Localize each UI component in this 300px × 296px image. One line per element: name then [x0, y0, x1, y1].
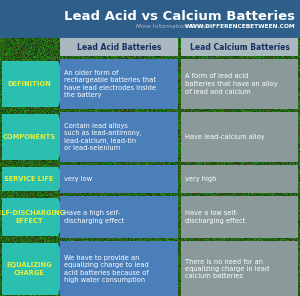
FancyBboxPatch shape — [181, 38, 298, 56]
Text: Have a high self-
discharging effect: Have a high self- discharging effect — [64, 210, 124, 224]
FancyBboxPatch shape — [181, 165, 298, 193]
Polygon shape — [2, 61, 66, 107]
Text: EQUALIZING
CHARGE: EQUALIZING CHARGE — [6, 262, 52, 276]
Text: SERVICE LIFE: SERVICE LIFE — [4, 176, 54, 182]
Text: DEFINITION: DEFINITION — [7, 81, 51, 87]
FancyBboxPatch shape — [0, 0, 300, 38]
Text: Lead Acid vs Calcium Batteries: Lead Acid vs Calcium Batteries — [64, 10, 295, 23]
Text: Have a low self-
discharging effect: Have a low self- discharging effect — [185, 210, 245, 224]
Polygon shape — [2, 167, 66, 191]
Text: A form of lead acid
batteries that have an alloy
of lead and calcium: A form of lead acid batteries that have … — [185, 73, 278, 94]
FancyBboxPatch shape — [60, 241, 178, 296]
Text: very high: very high — [185, 176, 216, 182]
FancyBboxPatch shape — [60, 59, 178, 109]
Text: An older form of
rechargeable batteries that
have lead electrodes inside
the bat: An older form of rechargeable batteries … — [64, 70, 156, 98]
Text: COMPONENTS: COMPONENTS — [2, 134, 55, 140]
FancyBboxPatch shape — [181, 196, 298, 238]
Text: There is no need for an
equalizing charge in lead
calcium batteries: There is no need for an equalizing charg… — [185, 258, 269, 279]
Text: Lead Calcium Batteries: Lead Calcium Batteries — [190, 43, 290, 52]
Text: WWW.DIFFERENCEBETWEEN.COM: WWW.DIFFERENCEBETWEEN.COM — [185, 24, 295, 29]
FancyBboxPatch shape — [60, 112, 178, 162]
FancyBboxPatch shape — [60, 165, 178, 193]
Polygon shape — [2, 114, 66, 160]
Text: Lead Acid Batteries: Lead Acid Batteries — [77, 43, 161, 52]
Text: Have lead-calcium alloy: Have lead-calcium alloy — [185, 134, 265, 140]
FancyBboxPatch shape — [181, 59, 298, 109]
FancyBboxPatch shape — [181, 112, 298, 162]
Text: Contain lead alloys
such as lead-antimony,
lead-calcium, lead-tin
or lead-seleni: Contain lead alloys such as lead-antimon… — [64, 123, 142, 151]
Text: SELF-DISCHARGING
EFFECT: SELF-DISCHARGING EFFECT — [0, 210, 66, 224]
Text: We have to provide an
equalizing charge to lead
acid batteries because of
high w: We have to provide an equalizing charge … — [64, 255, 149, 283]
Polygon shape — [2, 243, 66, 295]
Polygon shape — [2, 198, 66, 236]
FancyBboxPatch shape — [181, 241, 298, 296]
Text: very low: very low — [64, 176, 92, 182]
FancyBboxPatch shape — [60, 196, 178, 238]
Text: More Information  Online: More Information Online — [136, 24, 214, 29]
FancyBboxPatch shape — [60, 38, 178, 56]
